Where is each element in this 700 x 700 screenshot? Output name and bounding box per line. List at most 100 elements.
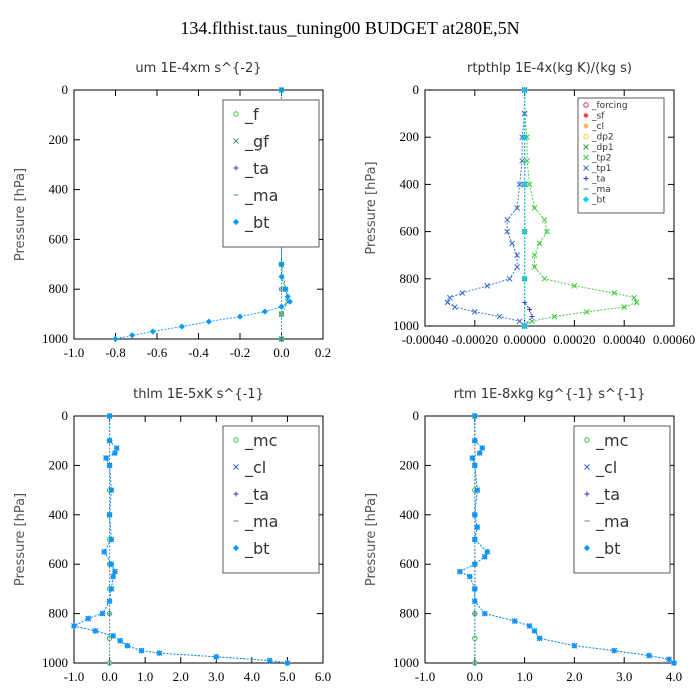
data-point <box>521 275 528 282</box>
legend-label: _dp2 <box>591 133 614 143</box>
legend-label: _bt <box>591 196 606 206</box>
legend-label: _cl <box>244 458 266 478</box>
plot-frame <box>424 89 675 327</box>
data-point <box>129 332 136 339</box>
legend: _forcing_sf_cl_dp2_dp1_tp2_tp1_ta_ma_bt <box>577 97 665 214</box>
x-tick-label: -0.00020 <box>452 332 499 347</box>
legend-label: _mc <box>595 431 628 451</box>
legend-marker <box>583 154 589 161</box>
data-point <box>466 573 473 580</box>
data-point <box>631 294 638 301</box>
legend-marker <box>233 464 239 470</box>
y-axis-label: Pressure [hPa] <box>13 493 28 586</box>
data-point <box>665 656 673 663</box>
data-point <box>456 568 463 575</box>
x-tick-label: 6.0 <box>315 669 331 684</box>
data-point <box>583 308 590 315</box>
legend-marker <box>232 544 240 552</box>
legend-label: _ma <box>244 186 278 206</box>
y-tick-label: 400 <box>400 507 420 522</box>
data-point <box>514 205 520 211</box>
legend-label: _bt <box>244 539 269 559</box>
data-point <box>236 313 244 320</box>
legend-marker <box>583 113 589 118</box>
legend-marker <box>582 196 590 203</box>
data-point <box>282 286 289 293</box>
x-tick-label: 0.0 <box>467 669 483 684</box>
y-tick-label: 1000 <box>393 318 419 333</box>
data-point <box>444 299 451 306</box>
x-tick-label: -0.6 <box>147 345 168 360</box>
plot-frame <box>73 415 324 664</box>
data-point <box>108 561 115 568</box>
y-tick-label: 1000 <box>42 331 68 346</box>
y-axis-label: Pressure [hPa] <box>364 161 379 254</box>
series-ta <box>522 87 535 329</box>
y-axis-label: Pressure [hPa] <box>13 168 28 261</box>
panel-title: um 1E-4xm s^{-2} <box>135 61 261 76</box>
data-point <box>471 437 478 444</box>
data-point <box>471 462 478 469</box>
legend-label: _ta <box>244 159 269 179</box>
legend-box <box>577 97 665 214</box>
x-tick-label: -0.8 <box>105 345 126 360</box>
y-tick-label: 200 <box>49 457 69 472</box>
data-point <box>524 157 530 164</box>
data-point <box>124 642 131 649</box>
data-point <box>521 110 528 117</box>
data-point <box>70 622 78 630</box>
data-point <box>541 216 548 223</box>
panel-title: thlm 1E-5xK s^{-1} <box>133 387 264 402</box>
data-point <box>476 449 483 457</box>
legend-label: _ta <box>591 175 606 185</box>
series-line <box>458 416 675 664</box>
x-tick-label: 0.00060 <box>653 332 695 347</box>
y-tick-label: 800 <box>49 606 69 621</box>
data-point <box>156 650 163 657</box>
x-tick-label: -0.4 <box>188 345 209 360</box>
legend-label: _bt <box>244 213 269 233</box>
data-point <box>101 548 108 555</box>
data-point <box>521 322 528 330</box>
legend-marker <box>584 491 590 497</box>
data-point <box>106 511 113 518</box>
data-point <box>108 536 115 543</box>
y-tick-label: 1000 <box>42 655 68 670</box>
data-point <box>521 228 528 235</box>
series-dp2 <box>521 87 528 329</box>
data-point <box>452 304 458 310</box>
legend-marker <box>583 144 589 150</box>
data-point <box>621 304 628 310</box>
series-bt <box>456 412 678 667</box>
page-title: 134.flthist.taus_tuning00 BUDGET at280E,… <box>180 18 520 38</box>
data-point <box>149 328 156 335</box>
data-point <box>521 134 528 141</box>
data-point <box>278 86 285 94</box>
data-point <box>278 273 285 280</box>
data-point <box>110 632 117 639</box>
y-tick-label: 400 <box>49 507 69 522</box>
data-point <box>106 412 113 420</box>
data-point <box>544 228 550 235</box>
data-point <box>178 323 185 330</box>
legend-marker <box>583 133 589 140</box>
y-tick-label: 200 <box>400 129 420 144</box>
legend-label: _dp1 <box>591 143 614 153</box>
data-point <box>471 511 478 518</box>
data-point <box>471 598 478 605</box>
data-point <box>479 445 486 452</box>
data-point <box>278 303 285 310</box>
x-tick-label: -1.0 <box>415 669 436 684</box>
data-point <box>85 615 92 622</box>
y-tick-label: 200 <box>400 457 420 472</box>
data-point <box>521 181 528 188</box>
legend-marker <box>232 218 240 226</box>
data-point <box>112 335 119 343</box>
data-point <box>106 462 113 469</box>
data-point <box>284 659 291 667</box>
series-bt <box>70 412 291 667</box>
plot-panel-4: rtm 1E-8xkg kg^{-1} s^{-1} Pressure [hPa]… <box>364 387 682 684</box>
legend-label: _forcing <box>591 101 628 111</box>
legend-label: _ta <box>595 485 620 505</box>
data-point <box>541 275 548 282</box>
